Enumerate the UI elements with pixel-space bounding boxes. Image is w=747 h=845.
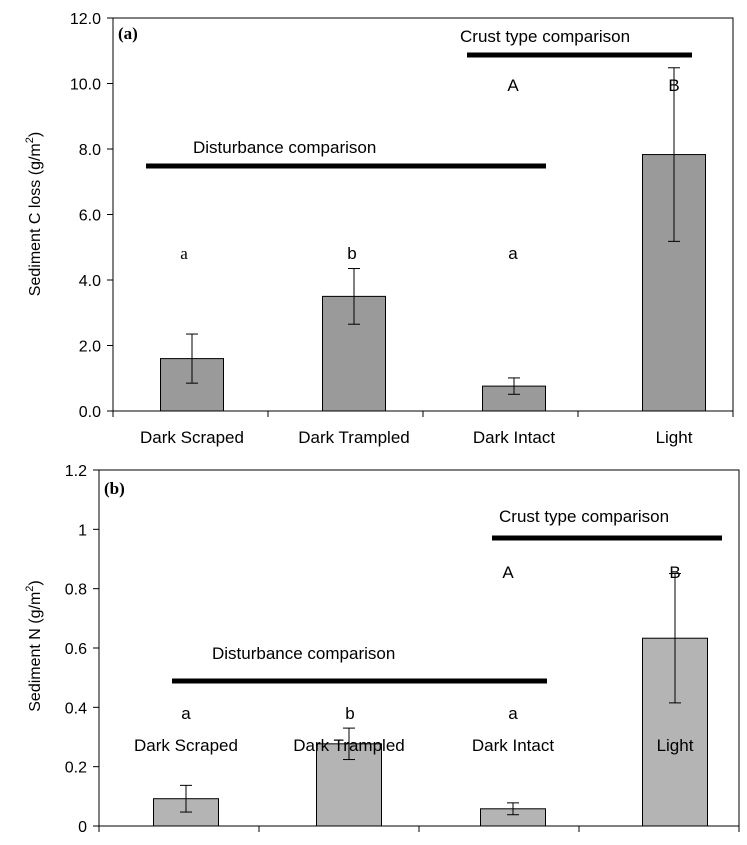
panel-b-y-tick-label: 1.2 [65,463,87,480]
panel-a-error-bar [186,333,198,384]
panel-a-chart: (a) Sediment C loss (g/m2) Disturbance c… [24,11,734,447]
panel-b-bars [153,573,708,827]
panel-a-x-category-label: Dark Scraped [140,428,244,447]
panel-b-error-bar [180,784,192,813]
panel-b-upper-letter-1: A [502,563,514,582]
panel-a-label: (a) [118,24,138,43]
panel-a-x-axis: Dark Scraped Dark Trampled Dark Intact Ligh… [112,411,734,447]
panel-a-bar [482,385,546,412]
panel-a-y-axis-label-end: ) [27,132,44,137]
panel-b-y-axis: 0 0.2 0.4 0.6 0.8 1 1.2 [65,463,99,836]
panel-b-y-tick-label: 0.6 [65,641,87,658]
panel-b-letter-dark-scraped: a [181,704,191,723]
panel-a-error-bar [508,377,520,395]
panel-b-y-tick-label: 0.4 [65,700,87,717]
panel-b-disturbance-label: Disturbance comparison [212,644,395,663]
panel-b-error-bar [669,573,681,704]
panel-b-error-bar [343,727,355,761]
panel-a-plot-frame [112,17,734,412]
panel-b-chart: (b) Sediment N (g/m2) Disturbance compar… [24,463,740,836]
panel-a-y-tick-label: 6.0 [79,208,101,225]
panel-a-x-category-label: Dark Intact [473,428,555,447]
panel-b-letter-dark-intact: a [508,704,518,723]
panel-b-error-bar [507,802,519,816]
panel-b-y-axis-label-end: ) [27,580,44,585]
panel-a-bars [160,67,706,412]
panel-a-error-bar [668,67,680,242]
panel-b-y-tick-label: 0.8 [65,582,87,599]
panel-a-x-category-label: Light [656,428,693,447]
panel-b-y-axis-label: Sediment N (g/m2) [24,580,44,712]
panel-a-y-tick-label: 12.0 [70,11,101,28]
panel-a-letter-dark-scraped: a [180,244,188,263]
panel-a-y-axis-label: Sediment C loss (g/m2) [24,132,44,296]
panel-a-bar [642,154,706,412]
panel-a-y-tick-label: 2.0 [79,339,101,356]
panel-b-y-tick-label: 1 [78,522,87,539]
panel-b-y-axis-label-sup: 2 [24,586,36,592]
panel-a-y-axis: 0.0 2.0 4.0 6.0 8.0 10.0 12.0 [70,11,113,421]
panel-a-crust-label: Crust type comparison [460,27,630,46]
panel-a-error-bar [348,268,360,325]
panel-b-x-category-label: Dark Trampled [293,736,404,755]
panel-a-y-axis-label-sup: 2 [24,137,36,143]
panel-a-letter-dark-intact: a [508,244,518,263]
panel-a-y-tick-label: 4.0 [79,273,101,290]
panel-a-y-tick-label: 0.0 [79,404,101,421]
panel-b-y-axis-label-main: Sediment N (g/m [27,592,44,712]
panel-b-x-category-label: Dark Intact [472,736,554,755]
panel-b-x-axis: Dark Scraped Dark Trampled Dark Intact Ligh… [98,736,740,832]
panel-a-upper-letter-1: A [507,76,519,95]
panel-b-label: (b) [104,479,125,498]
panel-a-y-tick-label: 8.0 [79,142,101,159]
panel-a-disturbance-label: Disturbance comparison [193,138,376,157]
panel-b-letter-dark-trampled: b [345,704,354,723]
panel-b-y-tick-label: 0.2 [65,760,87,777]
panel-a-y-axis-label-main: Sediment C loss (g/m [27,143,44,296]
panel-a-x-category-label: Dark Trampled [298,428,409,447]
panel-b-y-tick-label: 0 [78,819,87,836]
panel-b-crust-label: Crust type comparison [499,507,669,526]
panel-b-x-category-label: Dark Scraped [134,736,238,755]
panel-a-letter-dark-trampled: b [347,244,356,263]
panel-b-upper-letter-2: B [669,563,680,582]
panel-a-y-tick-label: 10.0 [70,77,101,94]
panel-b-x-category-label: Light [657,736,694,755]
